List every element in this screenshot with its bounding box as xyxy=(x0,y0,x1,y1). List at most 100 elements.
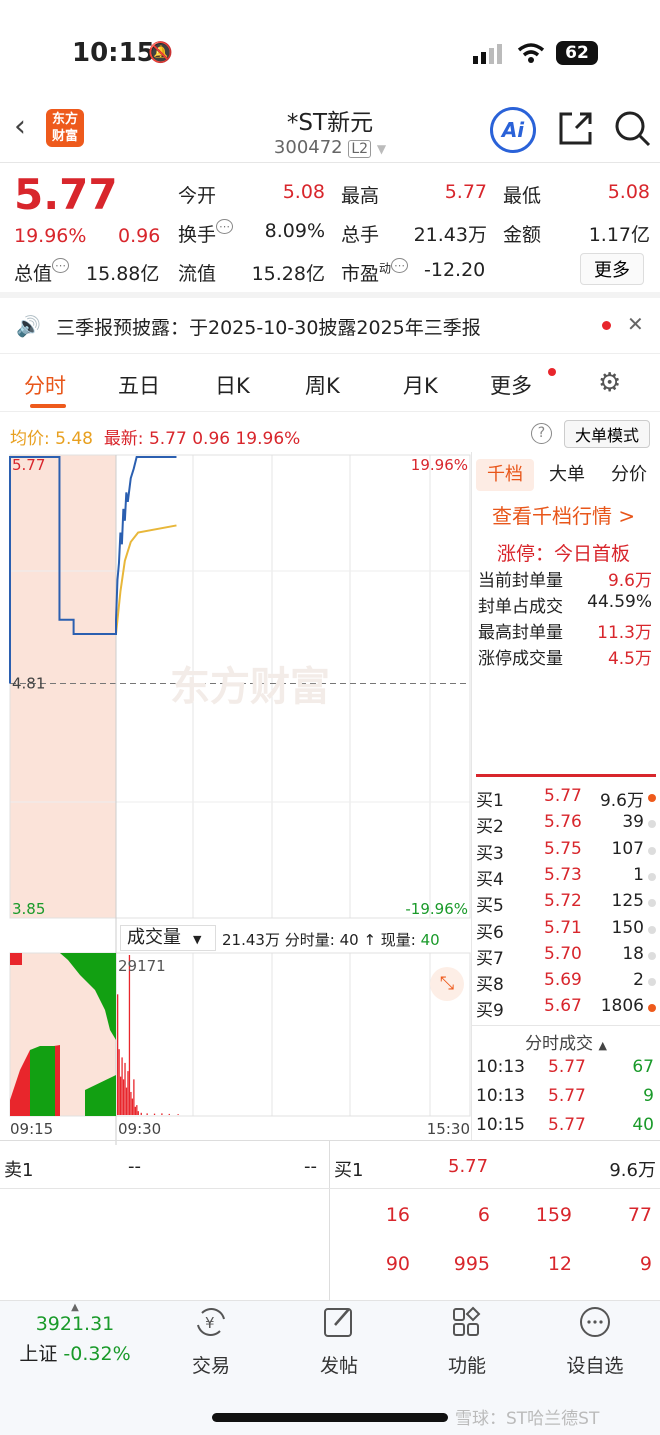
volume-bar xyxy=(127,1071,129,1115)
bid-row[interactable]: 买2 5.76 39 xyxy=(476,812,656,838)
x-tick: 09:30 xyxy=(118,1120,161,1138)
queue-order: 16 xyxy=(385,1204,410,1226)
queue-order: 6 xyxy=(477,1204,490,1226)
bid-row[interactable]: 买8 5.69 2 xyxy=(476,970,656,996)
help-icon[interactable]: ? xyxy=(531,423,552,444)
volume-bar xyxy=(161,1113,163,1115)
info-dots-icon[interactable]: ⋯ xyxy=(391,258,409,273)
bid-row[interactable]: 买5 5.72 125 xyxy=(476,891,656,917)
bid-row[interactable]: 买9 5.67 1806 xyxy=(476,996,656,1022)
notice-bar[interactable]: 🔊 三季报预披露：于2025-10-30披露2025年三季报 ✕ xyxy=(0,298,660,354)
ai-button[interactable]: Ai xyxy=(490,107,536,153)
change-value: 0.96 xyxy=(118,225,161,247)
avg-price-line xyxy=(115,524,177,635)
bell-slash-icon: 🔕 xyxy=(148,40,173,64)
field-label-text: 最高 xyxy=(341,185,380,207)
nav-apps[interactable]: 功能 xyxy=(412,1305,522,1378)
chart-watermark: 东方财富 xyxy=(170,664,330,710)
ticks-title[interactable]: 分时成交 ▲ xyxy=(472,1029,660,1054)
bid-price: 5.69 xyxy=(544,970,582,991)
volume-bar xyxy=(146,1113,148,1115)
share-icon[interactable] xyxy=(558,110,594,150)
latest-change: 0.96 xyxy=(192,429,231,449)
tab-2[interactable]: 日K xyxy=(215,374,250,398)
queue-order: 77 xyxy=(627,1204,652,1226)
tick-price: 5.77 xyxy=(548,1086,586,1106)
bid-row[interactable]: 买6 5.71 150 xyxy=(476,918,656,944)
bid-row[interactable]: 买7 5.70 18 xyxy=(476,944,656,970)
caret-up-icon: ▲ xyxy=(598,1039,607,1052)
current-volume: 40 xyxy=(420,931,440,949)
settings-icon[interactable]: ⚙ xyxy=(598,368,622,398)
tab-4[interactable]: 月K xyxy=(403,374,438,398)
field-label-text: 总手 xyxy=(341,224,380,246)
bid-price: 5.77 xyxy=(544,786,582,806)
close-icon[interactable]: ✕ xyxy=(627,312,644,336)
last-price: 5.77 xyxy=(14,170,118,219)
queue-order: 159 xyxy=(535,1204,572,1226)
avg-value: 5.48 xyxy=(55,429,93,449)
tab-1[interactable]: 五日 xyxy=(118,374,160,398)
bid-dot xyxy=(648,846,656,855)
premarket-shade xyxy=(10,455,116,918)
bid-row[interactable]: 买3 5.75 107 xyxy=(476,839,656,865)
latest-pct: 19.96% xyxy=(235,429,301,449)
premarket-imbalance xyxy=(22,953,116,1040)
volume-bar xyxy=(131,1098,134,1115)
stock-code-row[interactable]: 300472 L2 ▼ xyxy=(230,137,430,158)
bid-row[interactable]: 买4 5.73 1 xyxy=(476,865,656,891)
field-label: 最高 xyxy=(341,181,379,208)
tab-0[interactable]: 分时 xyxy=(24,374,66,398)
battery-icon: 62 xyxy=(556,41,598,65)
divider xyxy=(0,1140,660,1141)
field-label-text: 换手 xyxy=(178,224,217,246)
tab-5[interactable]: 更多 xyxy=(490,374,532,398)
premarket-volume xyxy=(30,1046,55,1116)
bid-row[interactable]: 买1 5.77 9.6万 xyxy=(476,786,656,812)
nav-label: 发帖 xyxy=(319,1355,358,1377)
tick-volume: 67 xyxy=(632,1057,654,1077)
nav-more[interactable]: 设自选 xyxy=(540,1305,650,1378)
limit-up-title: 涨停：今日首板 xyxy=(497,543,631,565)
expand-icon[interactable]: ⤡ xyxy=(430,967,464,1001)
more-button[interactable]: 更多 xyxy=(580,253,644,285)
speaker-icon: 🔊 xyxy=(16,314,41,338)
search-icon[interactable] xyxy=(614,110,652,152)
clock: 10:15 xyxy=(72,38,155,68)
back-icon[interactable]: ‹ xyxy=(14,109,26,144)
side-tab-2[interactable]: 分价 xyxy=(611,464,647,485)
stat-value: 4.5万 xyxy=(607,649,652,669)
field-label: 金额 xyxy=(503,220,541,247)
nav-post[interactable]: 发帖 xyxy=(284,1305,394,1378)
tab-3[interactable]: 周K xyxy=(305,374,340,398)
bid-level: 买5 xyxy=(476,896,504,917)
volume-bar xyxy=(140,1112,142,1115)
nav-label: 交易 xyxy=(191,1355,230,1377)
nav-trade[interactable]: ¥ 交易 xyxy=(156,1305,266,1378)
info-dots-icon[interactable]: ⋯ xyxy=(52,258,70,273)
new-dot xyxy=(548,368,556,376)
apps-icon xyxy=(412,1305,522,1343)
bid-level: 买7 xyxy=(476,948,504,969)
index-widget[interactable]: ▲ 3921.31 上证 -0.32% xyxy=(10,1302,140,1366)
side-tab-0[interactable]: 千档 xyxy=(476,459,534,491)
queue-order: 12 xyxy=(547,1253,572,1275)
field-value: 5.77 xyxy=(444,181,487,203)
field-label: 总手 xyxy=(341,220,379,247)
index-value: 3921.31 xyxy=(35,1313,115,1335)
stock-code: 300472 xyxy=(273,137,343,158)
volume-bar xyxy=(122,1079,125,1115)
buy1-volume: 9.6万 xyxy=(609,1160,656,1181)
intraday-chart[interactable]: 东方财富 5.77 4.81 3.85 19.96% -19.96% 29171 09:15 0… xyxy=(0,450,475,1145)
field-label: 今开 xyxy=(178,181,216,208)
ticks-title-text: 分时成交 xyxy=(525,1034,594,1054)
indicator-select[interactable]: 成交量 ▼ xyxy=(120,925,216,951)
big-order-mode-button[interactable]: 大单模式 xyxy=(564,420,650,448)
minute-volume: 40 xyxy=(339,931,359,949)
side-tab-1[interactable]: 大单 xyxy=(549,464,585,485)
field-label-text: 最低 xyxy=(503,185,542,207)
info-dots-icon[interactable]: ⋯ xyxy=(216,219,234,234)
unread-dot xyxy=(602,321,611,330)
premarket-imbalance xyxy=(10,953,22,965)
level-link[interactable]: 查看千档行情 > xyxy=(492,504,636,528)
